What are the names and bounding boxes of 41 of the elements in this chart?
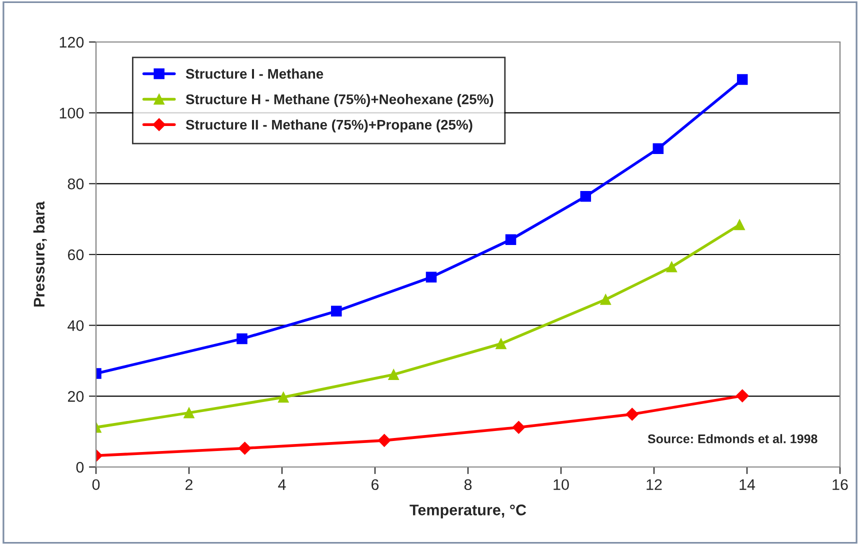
- legend-label: Structure II - Methane (75%)+Propane (25%): [186, 119, 472, 132]
- x-tick-label: 10: [554, 479, 569, 490]
- x-tick-label: 2: [186, 479, 192, 490]
- point: [236, 333, 248, 344]
- x-tick-label: 12: [646, 479, 662, 490]
- x-tick-label: 16: [832, 479, 848, 490]
- x-tick-label: 6: [372, 479, 379, 490]
- y-tick-label: 20: [68, 391, 84, 402]
- point: [666, 262, 678, 272]
- point: [512, 420, 526, 434]
- y-tick-label: 120: [60, 36, 84, 48]
- y-tick-label: 0: [76, 462, 84, 473]
- point: [238, 442, 252, 455]
- point: [378, 434, 391, 447]
- x-tick-label: 0: [92, 479, 100, 490]
- point: [496, 338, 506, 350]
- point: [652, 143, 664, 154]
- point: [388, 369, 399, 380]
- x-tick-label: 14: [740, 479, 756, 490]
- point: [580, 191, 592, 202]
- y-tick-label: 40: [68, 320, 84, 332]
- y-axis-title: Pressure, bara: [33, 201, 47, 307]
- y-tick-label: 100: [60, 108, 84, 119]
- point: [184, 407, 194, 418]
- y-tick-label: 80: [68, 178, 84, 190]
- point: [505, 234, 516, 246]
- point: [734, 219, 745, 230]
- point: [426, 272, 437, 283]
- point: [600, 294, 612, 305]
- x-tick-label: 4: [278, 479, 286, 490]
- x-tick-label: 8: [464, 479, 472, 490]
- point: [331, 306, 342, 317]
- y-tick-label: 60: [68, 249, 84, 260]
- annotation: Source: Edmonds et al. 1998: [648, 434, 818, 444]
- point: [736, 74, 748, 85]
- point: [736, 389, 749, 402]
- point: [278, 392, 289, 403]
- legend-label: Structure I - Methane: [186, 68, 324, 79]
- point: [626, 408, 639, 421]
- legend-label: Structure H - Methane (75%)+Neohexane (25%): [186, 94, 494, 107]
- x-axis-title: Temperature, °C: [410, 504, 526, 518]
